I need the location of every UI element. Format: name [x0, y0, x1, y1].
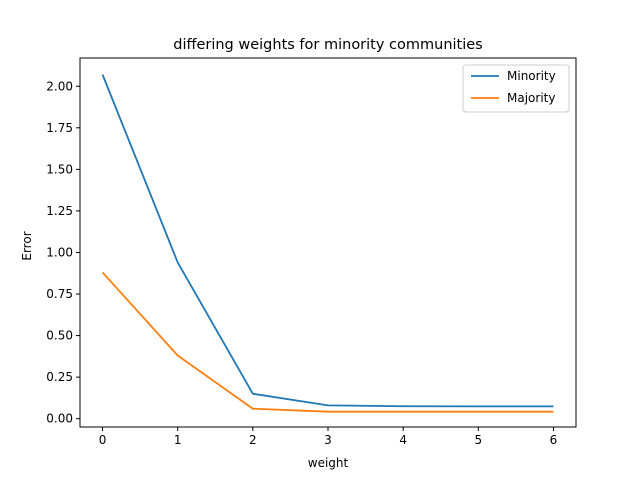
y-tick-label: 1.00 — [46, 245, 73, 259]
x-tick-label: 5 — [474, 433, 482, 447]
x-tick-label: 6 — [550, 433, 558, 447]
y-tick-label: 0.00 — [46, 412, 73, 426]
y-tick-label: 0.75 — [46, 287, 73, 301]
y-tick-label: 0.25 — [46, 370, 73, 384]
y-axis-label: Error — [20, 231, 34, 260]
y-tick-label: 0.50 — [46, 329, 73, 343]
plot-area: 0 1 2 3 4 5 6 0.00 0.25 0.50 0.75 1.00 1.25 1.50 1.75 2… — [46, 57, 577, 447]
x-axis-label: weight — [308, 456, 349, 470]
x-tick-label: 0 — [99, 433, 107, 447]
x-tick-label: 3 — [324, 433, 332, 447]
x-tick-label: 1 — [174, 433, 182, 447]
legend-label-majority: Majority — [507, 91, 555, 105]
x-tick-label: 4 — [399, 433, 407, 447]
legend: Minority Majority — [462, 64, 570, 113]
chart-title: differing weights for minority communiti… — [173, 37, 483, 53]
y-tick-label: 1.50 — [46, 162, 73, 176]
axes-frame — [79, 57, 577, 428]
y-tick-label: 1.25 — [46, 204, 73, 218]
y-tick-label: 1.75 — [46, 121, 73, 135]
series-line-minority — [101, 74, 554, 408]
legend-label-minority: Minority — [507, 69, 556, 83]
y-tick-label: 2.00 — [46, 79, 73, 93]
series-line-majority — [101, 271, 554, 413]
x-tick-label: 2 — [249, 433, 257, 447]
